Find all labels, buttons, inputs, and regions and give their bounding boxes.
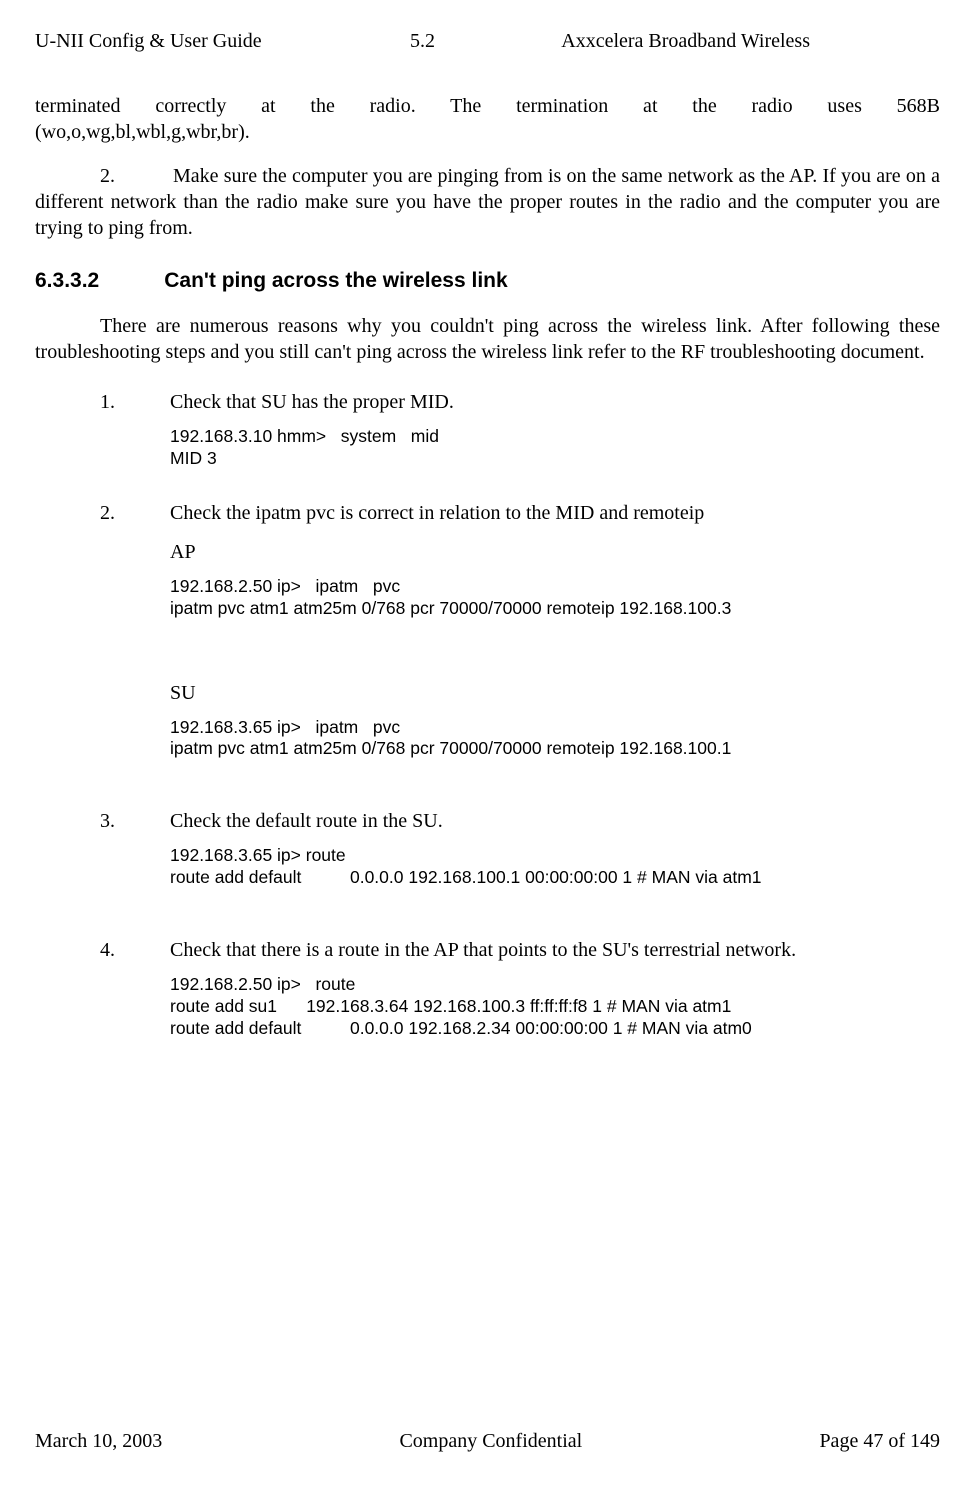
code-block-2b: 192.168.3.65 ip> ipatm pvc ipatm pvc atm…	[170, 717, 940, 761]
section-number: 6.3.3.2	[35, 269, 99, 293]
page-header: U-NII Config & User Guide 5.2 Axxcelera …	[35, 30, 940, 53]
code-block-4: 192.168.2.50 ip> route route add su1 192…	[170, 974, 940, 1040]
header-right: Axxcelera Broadband Wireless	[475, 30, 940, 53]
code-block-2a: 192.168.2.50 ip> ipatm pvc ipatm pvc atm…	[170, 576, 940, 620]
section-heading: 6.3.3.2 Can't ping across the wireless li…	[35, 269, 940, 293]
list-item-1: 1.Check that SU has the proper MID.	[100, 389, 940, 416]
page-footer: March 10, 2003 Company Confidential Page…	[35, 1430, 940, 1453]
intro-paragraph: terminated correctly at the radio. The t…	[35, 93, 940, 145]
section-title: Can't ping across the wireless link	[164, 269, 507, 292]
top-step-2: 2.Make sure the computer you are pinging…	[35, 163, 940, 241]
sub-label-su: SU	[170, 682, 940, 705]
list-item-4: 4.Check that there is a route in the AP …	[100, 937, 940, 964]
sub-label-ap: AP	[170, 541, 940, 564]
footer-date: March 10, 2003	[35, 1430, 162, 1453]
footer-confidential: Company Confidential	[399, 1430, 582, 1453]
code-block-1: 192.168.3.10 hmm> system mid MID 3	[170, 426, 940, 470]
header-center: 5.2	[370, 30, 475, 53]
section-intro: There are numerous reasons why you could…	[35, 313, 940, 365]
list-item-2: 2.Check the ipatm pvc is correct in rela…	[100, 500, 940, 527]
list-item-3: 3.Check the default route in the SU.	[100, 808, 940, 835]
footer-page: Page 47 of 149	[819, 1430, 940, 1453]
header-left: U-NII Config & User Guide	[35, 30, 370, 53]
code-block-3: 192.168.3.65 ip> route route add default…	[170, 845, 940, 889]
